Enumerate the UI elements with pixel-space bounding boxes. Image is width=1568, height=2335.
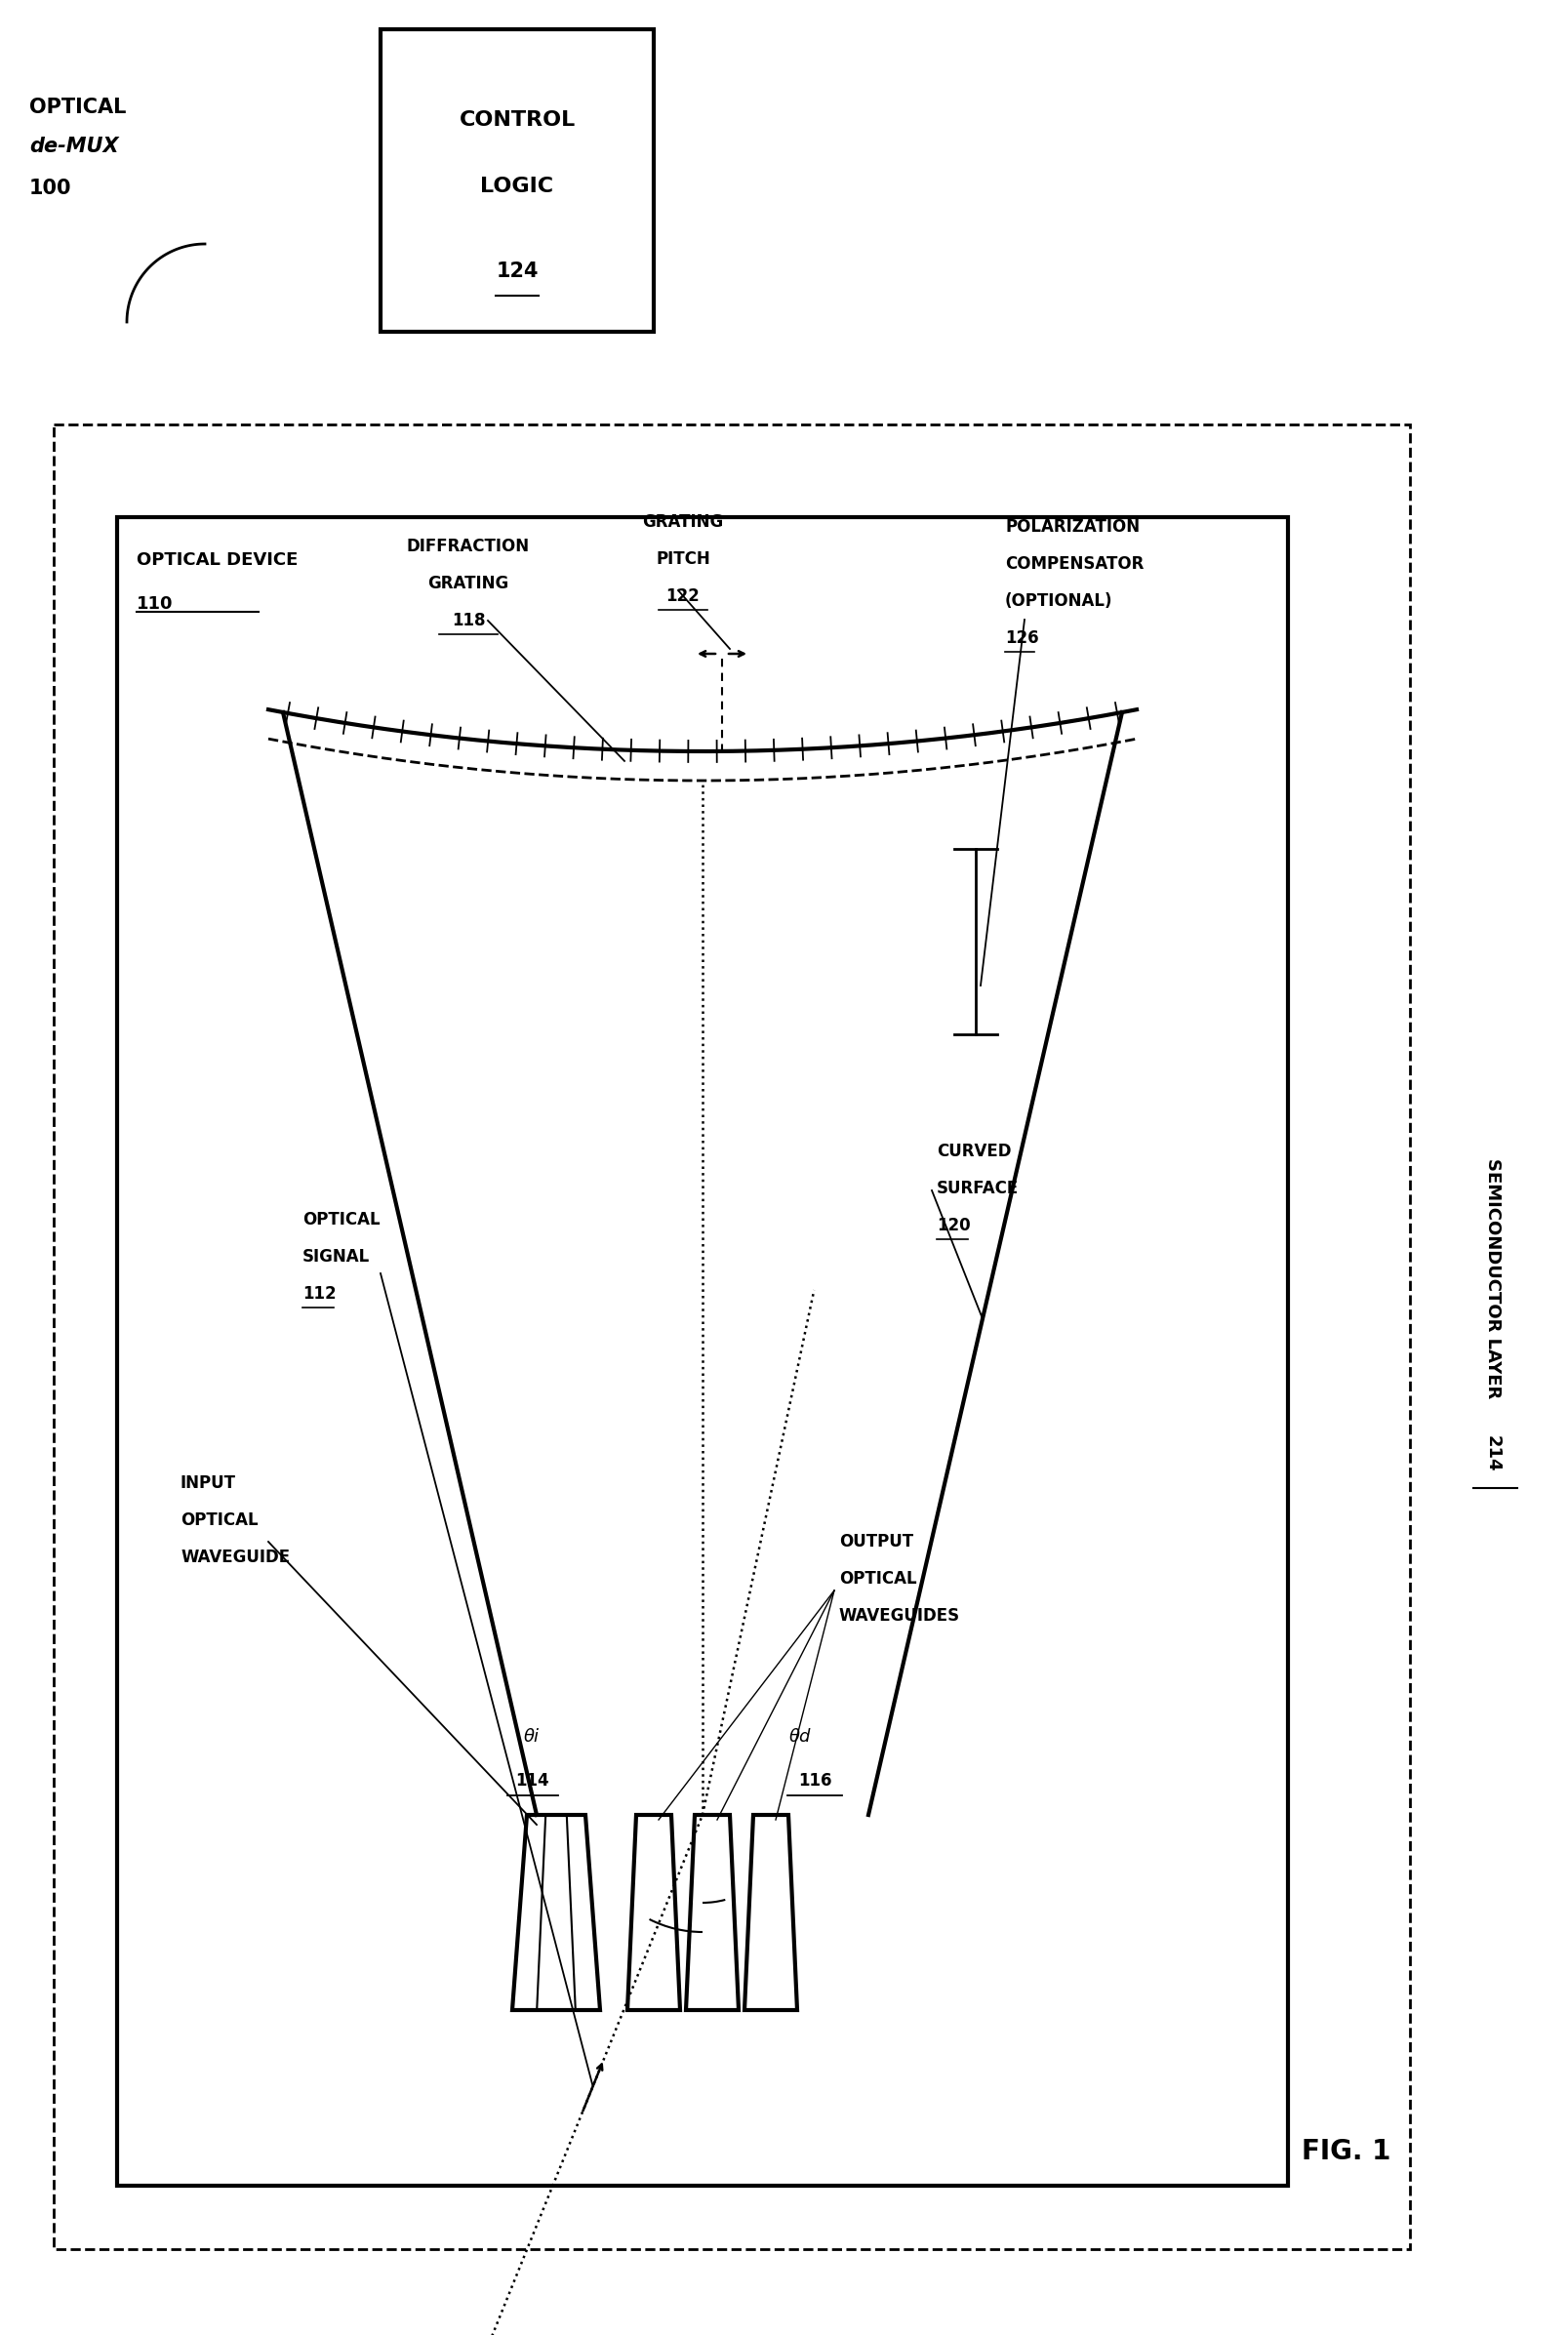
Text: OPTICAL: OPTICAL (303, 1212, 379, 1228)
Text: θi: θi (524, 1728, 539, 1747)
Text: GRATING: GRATING (428, 574, 510, 593)
Text: OPTICAL: OPTICAL (30, 98, 127, 117)
Text: CONTROL: CONTROL (459, 110, 575, 131)
Text: PITCH: PITCH (655, 551, 710, 567)
Text: 214: 214 (1483, 1436, 1502, 1471)
Text: INPUT: INPUT (180, 1473, 237, 1492)
Bar (381, 30, 654, 332)
Text: 114: 114 (514, 1772, 549, 1789)
Text: θd: θd (789, 1728, 811, 1747)
Text: 116: 116 (798, 1772, 831, 1789)
Text: de-MUX: de-MUX (30, 138, 119, 156)
Text: OPTICAL DEVICE: OPTICAL DEVICE (136, 551, 298, 570)
Text: GRATING: GRATING (643, 514, 723, 530)
Text: CURVED: CURVED (936, 1142, 1011, 1160)
Text: SEMICONDUCTOR LAYER: SEMICONDUCTOR LAYER (1483, 1158, 1502, 1399)
Text: COMPENSATOR: COMPENSATOR (1005, 556, 1145, 572)
Text: POLARIZATION: POLARIZATION (1005, 518, 1140, 535)
Text: SURFACE: SURFACE (936, 1179, 1019, 1198)
Text: 118: 118 (452, 612, 485, 630)
Text: WAVEGUIDES: WAVEGUIDES (839, 1606, 960, 1625)
Text: 112: 112 (303, 1284, 336, 1303)
Text: 124: 124 (495, 262, 538, 280)
Text: WAVEGUIDE: WAVEGUIDE (180, 1548, 290, 1567)
Text: 126: 126 (1005, 630, 1038, 647)
Text: FIG. 1: FIG. 1 (1301, 2139, 1391, 2165)
Text: (OPTIONAL): (OPTIONAL) (1005, 593, 1113, 609)
Text: 120: 120 (936, 1217, 971, 1235)
Text: 110: 110 (136, 595, 172, 612)
Text: 122: 122 (666, 588, 699, 605)
Text: DIFFRACTION: DIFFRACTION (406, 537, 530, 556)
Text: 100: 100 (30, 177, 72, 198)
Bar (118, 516, 1287, 2186)
Text: SIGNAL: SIGNAL (303, 1247, 370, 1266)
Bar (53, 425, 1410, 2249)
Text: OUTPUT: OUTPUT (839, 1532, 914, 1550)
Text: LOGIC: LOGIC (480, 177, 554, 196)
Text: OPTICAL: OPTICAL (180, 1511, 259, 1529)
Text: OPTICAL: OPTICAL (839, 1569, 917, 1588)
